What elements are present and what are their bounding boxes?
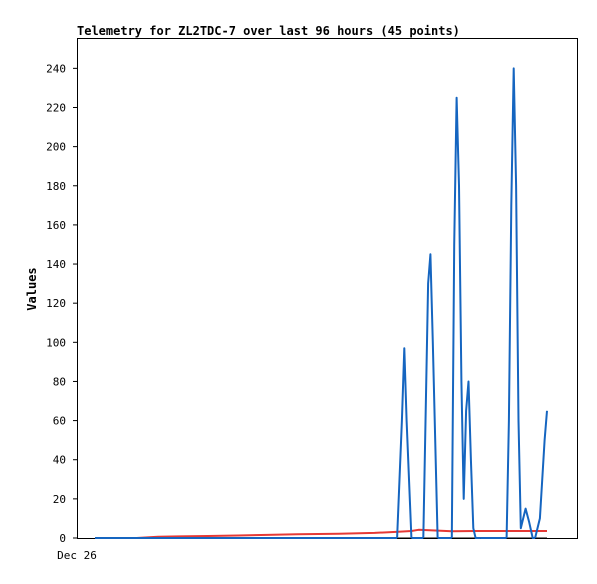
chart-title: Telemetry for ZL2TDC-7 over last 96 hour…	[77, 24, 460, 38]
y-tick-label: 60	[53, 415, 66, 428]
y-axis-ticks: 0 20 40 60 80 100 120 140 160 180 200 220 240	[46, 62, 78, 545]
series-segment	[534, 410, 548, 539]
y-tick-label: 200	[46, 141, 66, 154]
series-line-1	[95, 528, 547, 539]
y-tick-label: 140	[46, 258, 66, 271]
series-segment	[396, 347, 413, 539]
plot-frame	[77, 38, 578, 539]
y-tick-label: 180	[46, 180, 66, 193]
y-tick-label: 120	[46, 297, 66, 310]
x-axis-ticks: Dec 26	[57, 549, 97, 562]
series-segment	[505, 67, 536, 539]
series-segment	[95, 528, 547, 539]
y-tick-label: 220	[46, 101, 66, 114]
y-tick-label: 20	[53, 493, 66, 506]
x-tick-label: Dec 26	[57, 549, 97, 562]
y-tick-label: 40	[53, 454, 66, 467]
y-tick-label: 0	[59, 532, 66, 545]
series-line-0	[95, 67, 548, 539]
series-segment	[450, 96, 481, 539]
y-axis-label: Values	[25, 267, 39, 310]
y-tick-label: 80	[53, 375, 66, 388]
y-tick-label: 100	[46, 336, 66, 349]
y-tick-label: 240	[46, 62, 66, 75]
y-tick-label: 160	[46, 219, 66, 232]
series-segment	[422, 253, 439, 539]
series-layer	[95, 67, 548, 539]
